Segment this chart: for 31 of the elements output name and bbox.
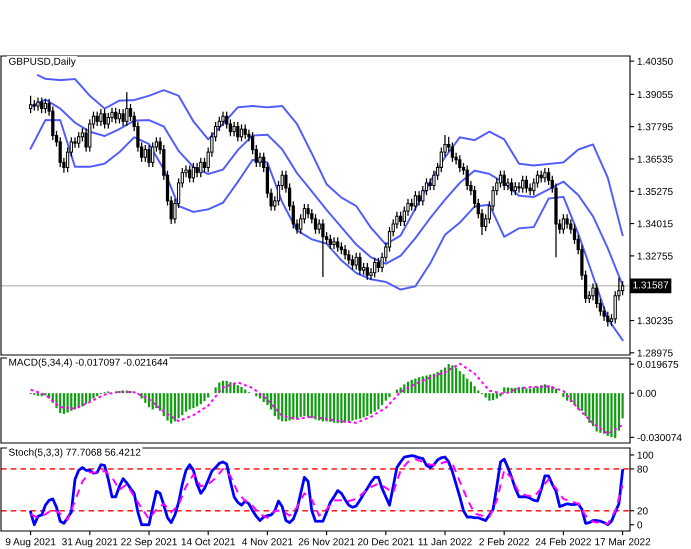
- y-tick-label: 1.39055: [638, 90, 673, 98]
- y-tick-label: 20: [637, 507, 648, 514]
- x-tick-label: 20 Dec 2021: [358, 538, 414, 546]
- ref-line-label: 1.31587: [633, 281, 668, 289]
- x-tick-label: 26 Nov 2021: [298, 538, 354, 546]
- y-tick-label: 0.019675: [637, 360, 678, 368]
- x-tick-label: 9 Aug 2021: [6, 538, 56, 548]
- y-tick-label: 1.37795: [638, 123, 673, 130]
- y-tick-label: 1.35275: [638, 188, 673, 195]
- y-tick-label: 1.40350: [638, 58, 673, 65]
- chart-title: MACD(5,34,4) -0.017097 -0.021644: [9, 358, 168, 368]
- chart-title: GBPUSD,Daily: [9, 57, 76, 67]
- y-tick-label: 1.30235: [638, 317, 673, 324]
- x-tick-label: 24 Feb 2022: [536, 538, 591, 546]
- y-tick-label: -0.030074: [637, 434, 682, 442]
- y-tick-label: 0.00: [637, 390, 656, 397]
- y-tick-label: 0: [637, 521, 642, 528]
- y-tick-label: 80: [637, 466, 648, 473]
- x-tick-label: 22 Sep 2021: [121, 538, 177, 548]
- x-tick-label: 2 Feb 2022: [479, 538, 529, 546]
- y-tick-label: 100: [638, 452, 654, 459]
- x-tick-label: 31 Aug 2021: [62, 538, 118, 548]
- y-tick-label: 1.34015: [638, 220, 673, 228]
- x-tick-label: 17 Mar 2022: [595, 538, 650, 546]
- y-tick-label: 1.36535: [638, 156, 673, 163]
- x-tick-label: 14 Oct 2021: [182, 538, 235, 546]
- chart-title: Stoch(5,3,3) 77.7068 56.4212: [9, 448, 140, 458]
- y-tick-label: 1.32755: [638, 252, 673, 260]
- y-tick-label: 1.28975: [638, 349, 673, 357]
- x-tick-label: 4 Nov 2021: [242, 538, 292, 546]
- x-tick-label: 11 Jan 2022: [418, 538, 472, 546]
